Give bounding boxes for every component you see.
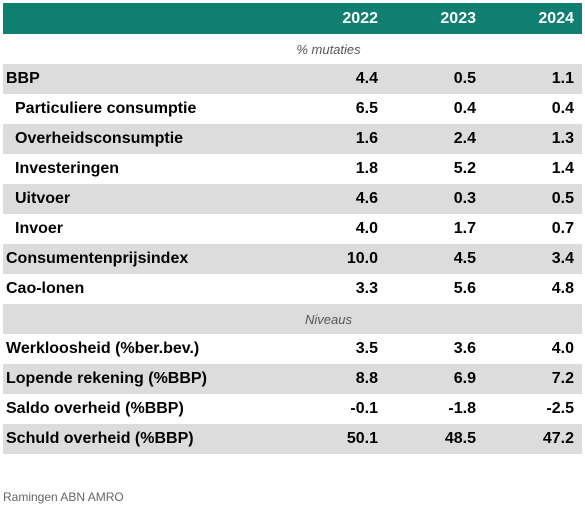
header-year-2024: 2024 xyxy=(538,9,574,27)
section-niveaus: Niveaus xyxy=(3,304,582,334)
table-row: Lopende rekening (%BBP) 8.8 6.9 7.2 xyxy=(3,364,582,394)
row-value-2022: 6.5 xyxy=(355,100,378,117)
row-value-2022: 10.0 xyxy=(346,250,378,267)
table-row: Uitvoer 4.6 0.3 0.5 xyxy=(3,184,582,214)
row-value-2024: 4.0 xyxy=(551,340,574,357)
table-row: BBP 4.4 0.5 1.1 xyxy=(3,64,582,94)
row-value-2023: 48.5 xyxy=(444,430,476,447)
row-value-2023: 0.4 xyxy=(453,100,476,117)
header-year-2023: 2023 xyxy=(440,9,476,27)
row-value-2022: 4.6 xyxy=(355,190,378,207)
table-row: Consumentenprijsindex 10.0 4.5 3.4 xyxy=(3,244,582,274)
row-label: Uitvoer xyxy=(15,190,71,207)
source-note: Ramingen ABN AMRO xyxy=(3,490,124,504)
row-value-2022: 4.4 xyxy=(355,70,378,87)
table-row: Invoer 4.0 1.7 0.7 xyxy=(3,214,582,244)
row-value-2022: 3.3 xyxy=(355,280,378,297)
table-row: Particuliere consumptie 6.5 0.4 0.4 xyxy=(3,94,582,124)
row-value-2024: 1.1 xyxy=(551,70,574,87)
row-value-2022: 4.0 xyxy=(355,220,378,237)
table-row: Overheidsconsumptie 1.6 2.4 1.3 xyxy=(3,124,582,154)
row-value-2024: 0.7 xyxy=(551,220,574,237)
row-value-2024: 0.5 xyxy=(551,190,574,207)
row-value-2024: 47.2 xyxy=(542,430,574,447)
row-label: Particuliere consumptie xyxy=(15,100,197,117)
row-label: Cao-lonen xyxy=(6,280,85,297)
row-value-2023: 0.3 xyxy=(453,190,476,207)
row-value-2024: 7.2 xyxy=(551,370,574,387)
table-row: Investeringen 1.8 5.2 1.4 xyxy=(3,154,582,184)
table-row: Schuld overheid (%BBP) 50.1 48.5 47.2 xyxy=(3,424,582,454)
row-label: Investeringen xyxy=(15,160,120,177)
row-value-2023: 0.5 xyxy=(453,70,476,87)
row-value-2024: 0.4 xyxy=(551,100,574,117)
row-label: Saldo overheid (%BBP) xyxy=(6,400,184,417)
row-value-2023: 2.4 xyxy=(453,130,476,147)
row-value-2022: -0.1 xyxy=(350,400,378,417)
row-value-2024: -2.5 xyxy=(546,400,574,417)
row-value-2023: 1.7 xyxy=(453,220,476,237)
forecast-table: 2022 2023 2024 % mutaties BBP 4.4 0.5 1.… xyxy=(3,3,582,454)
section-niveaus-label: Niveaus xyxy=(305,311,352,327)
row-value-2022: 8.8 xyxy=(355,370,378,387)
row-label: Schuld overheid (%BBP) xyxy=(6,430,194,447)
row-value-2023: 3.6 xyxy=(453,340,476,357)
row-value-2022: 50.1 xyxy=(346,430,378,447)
table-row: Saldo overheid (%BBP) -0.1 -1.8 -2.5 xyxy=(3,394,582,424)
section-mutaties: % mutaties xyxy=(3,34,582,64)
table-row: Cao-lonen 3.3 5.6 4.8 xyxy=(3,274,582,304)
row-value-2024: 1.3 xyxy=(551,130,574,147)
row-value-2024: 1.4 xyxy=(551,160,574,177)
row-label: Consumentenprijsindex xyxy=(6,250,189,267)
row-value-2023: 5.6 xyxy=(453,280,476,297)
row-label: Overheidsconsumptie xyxy=(15,130,184,147)
row-label: Invoer xyxy=(15,220,64,237)
row-value-2022: 3.5 xyxy=(355,340,378,357)
row-value-2023: 5.2 xyxy=(453,160,476,177)
row-label: Lopende rekening (%BBP) xyxy=(6,370,207,387)
row-label: Werkloosheid (%ber.bev.) xyxy=(6,340,200,357)
row-label: BBP xyxy=(6,70,40,87)
table-header: 2022 2023 2024 xyxy=(3,3,582,34)
table-row: Werkloosheid (%ber.bev.) 3.5 3.6 4.0 xyxy=(3,334,582,364)
row-value-2024: 4.8 xyxy=(551,280,574,297)
row-value-2022: 1.8 xyxy=(355,160,378,177)
row-value-2023: 6.9 xyxy=(453,370,476,387)
row-value-2024: 3.4 xyxy=(551,250,574,267)
section-mutaties-label: % mutaties xyxy=(296,41,361,57)
row-value-2023: -1.8 xyxy=(448,400,476,417)
row-value-2022: 1.6 xyxy=(355,130,378,147)
header-year-2022: 2022 xyxy=(342,9,378,27)
row-value-2023: 4.5 xyxy=(453,250,476,267)
